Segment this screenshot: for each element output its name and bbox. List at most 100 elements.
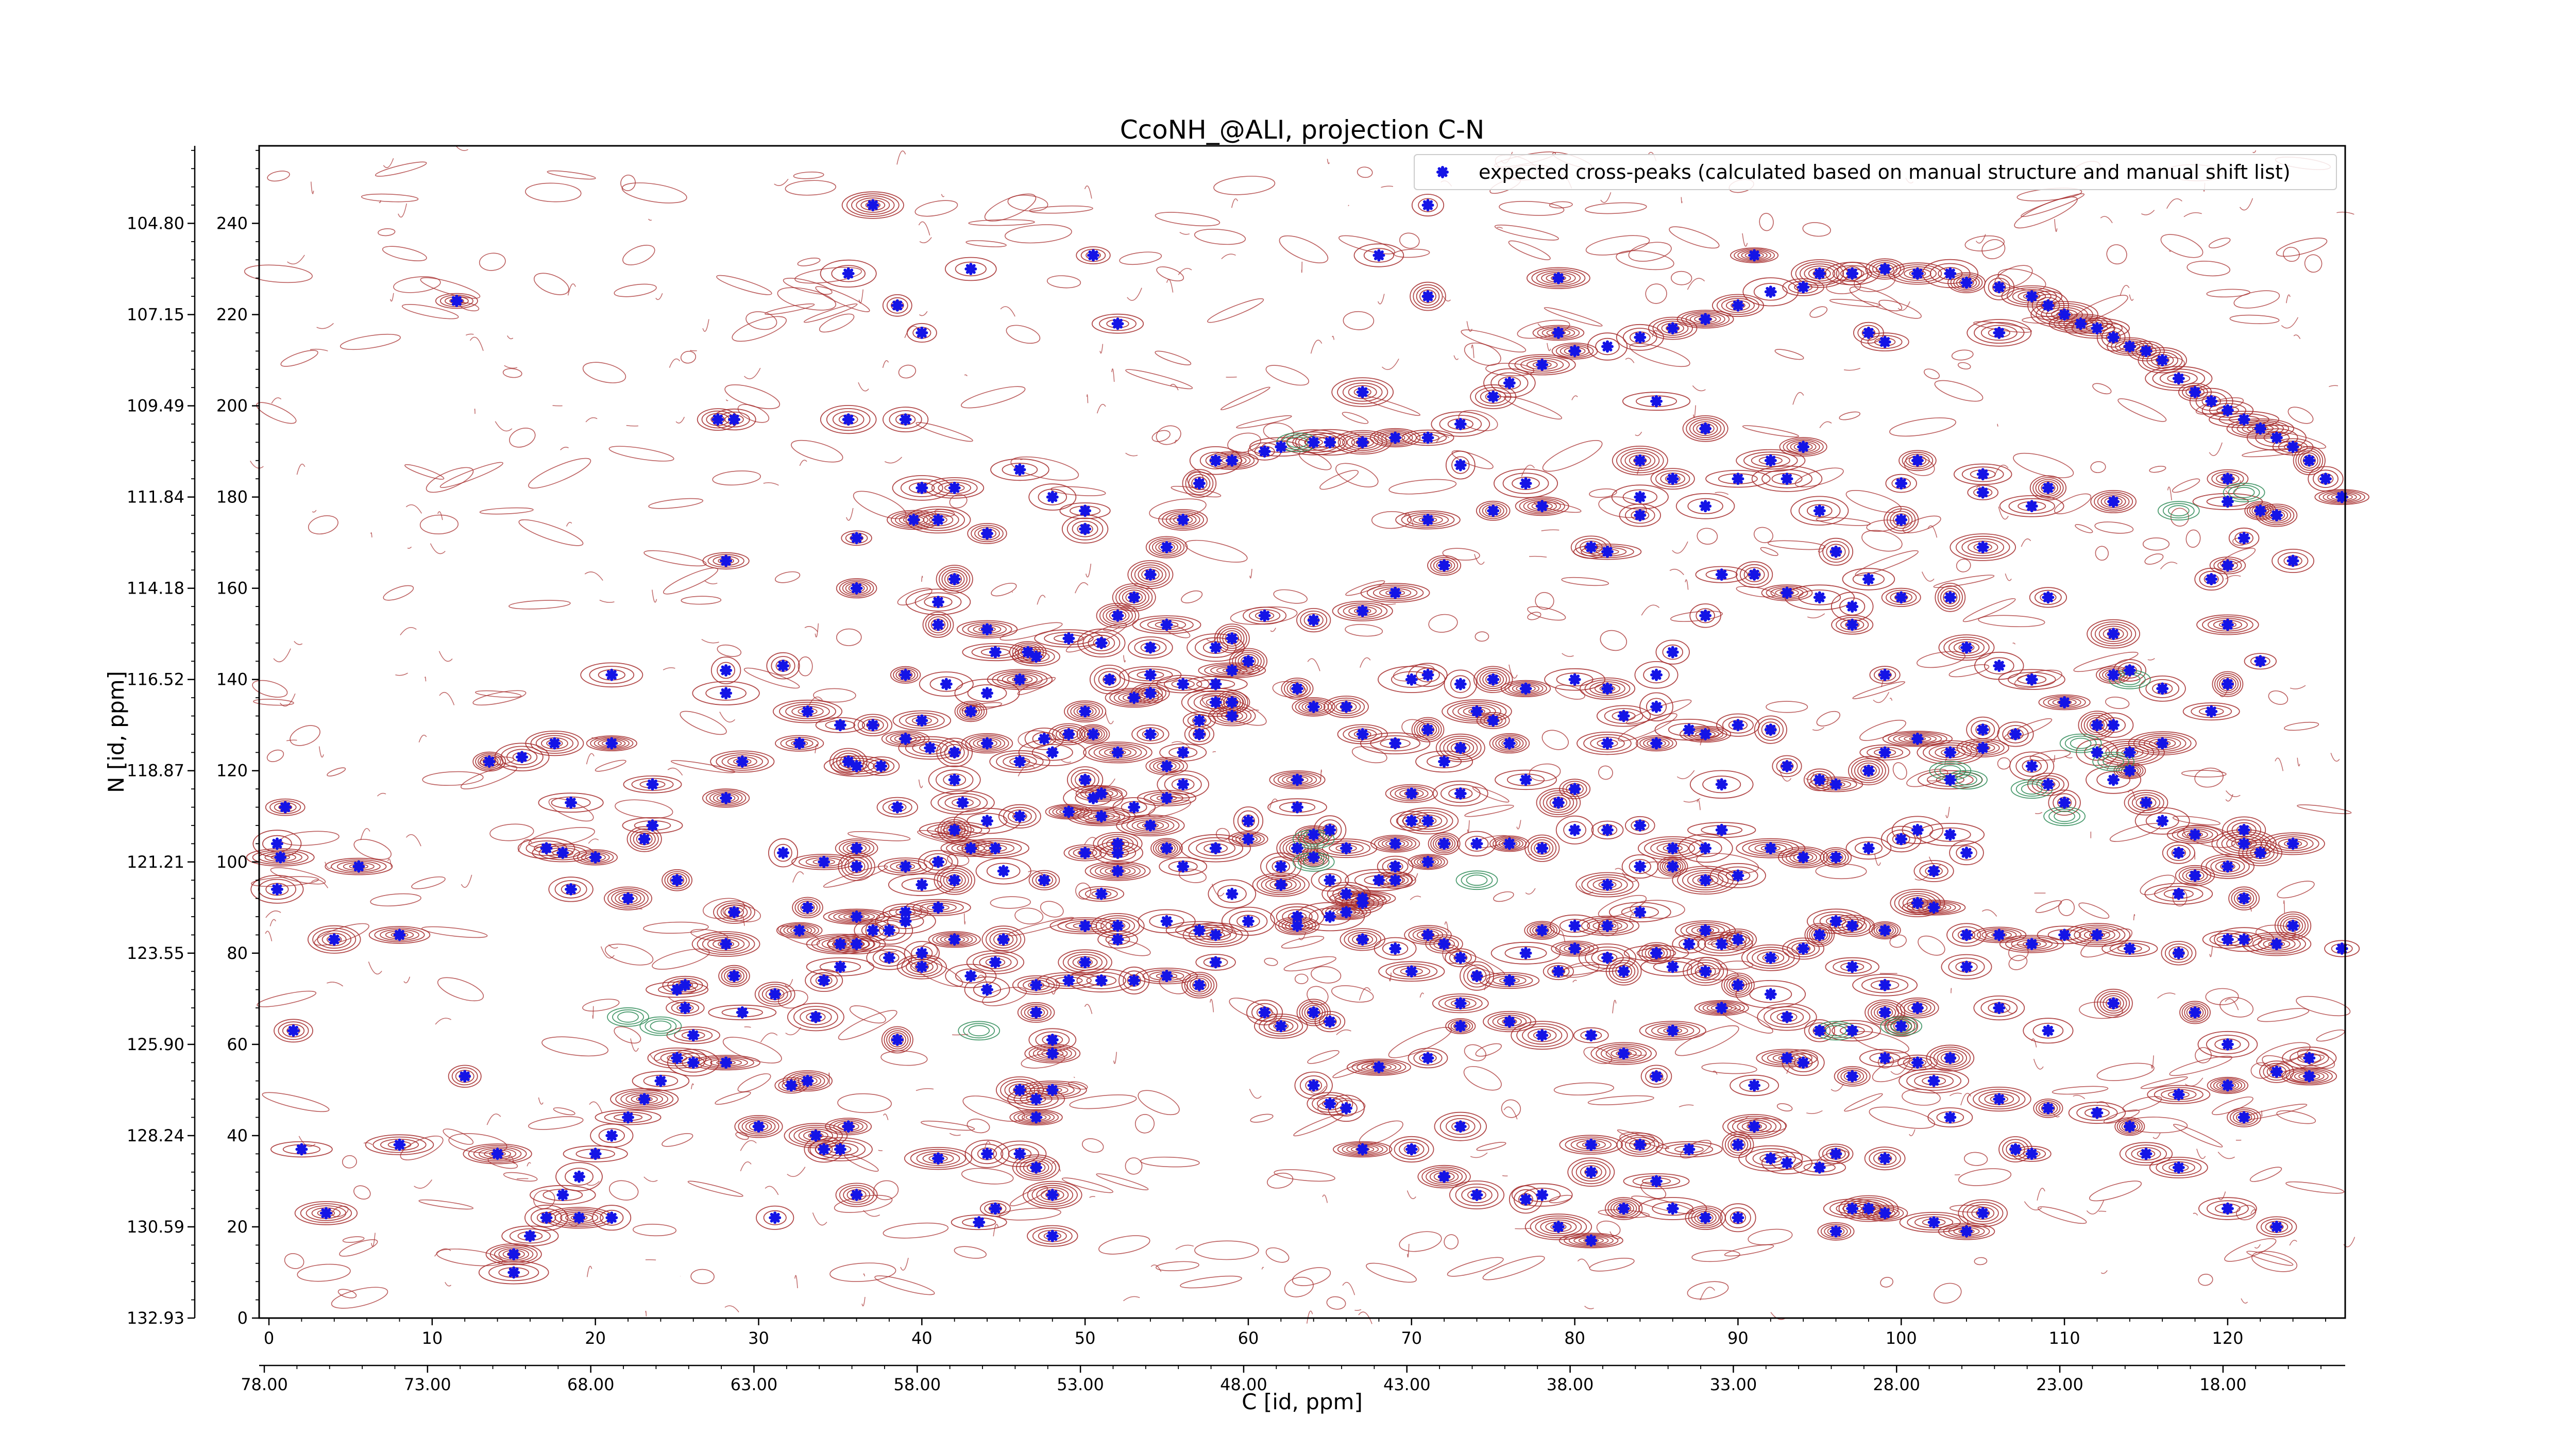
peak-marker <box>1472 839 1482 848</box>
peak-marker <box>2240 839 2249 848</box>
peak-marker <box>1832 547 1841 556</box>
peak-marker <box>1178 515 1188 525</box>
peak-marker <box>2092 1108 2102 1118</box>
y-tick-label: 20 <box>227 1217 248 1237</box>
peak-marker <box>770 990 779 999</box>
ppm-x-tick-label: 53.00 <box>1057 1375 1104 1394</box>
peak-marker <box>526 1231 535 1241</box>
peak-marker <box>1227 889 1236 899</box>
peak-marker <box>1652 1176 1661 1186</box>
x-tick-label: 60 <box>1238 1328 1259 1348</box>
peak-marker <box>1586 1236 1596 1245</box>
ppm-y-tick-label: 128.24 <box>127 1126 184 1145</box>
peak-marker <box>1423 515 1433 525</box>
peak-marker <box>950 875 959 885</box>
peak-marker <box>1407 967 1416 976</box>
peak-marker <box>2158 684 2167 693</box>
peak-marker <box>852 1190 861 1200</box>
peak-marker <box>2158 356 2167 365</box>
peak-marker <box>1097 638 1106 648</box>
peak-marker <box>803 707 812 716</box>
peak-marker <box>1146 643 1155 652</box>
peak-marker <box>2321 474 2330 483</box>
peak-marker <box>1374 251 1383 260</box>
peak-marker <box>934 597 943 606</box>
peak-marker <box>1505 378 1514 387</box>
peak-marker <box>1358 894 1367 903</box>
peak-marker <box>2043 301 2053 310</box>
x-tick-label: 40 <box>911 1328 933 1348</box>
peak-marker <box>1488 506 1498 515</box>
peak-marker <box>1227 666 1236 675</box>
y-axis-label: N [id, ppm] <box>104 671 129 793</box>
peak-marker <box>1864 328 1873 338</box>
ppm-x-tick-label: 78.00 <box>241 1375 288 1394</box>
peak-marker <box>1064 807 1073 816</box>
peak-marker <box>852 912 861 921</box>
peak-marker <box>885 926 894 935</box>
y-tick-label: 40 <box>227 1126 248 1145</box>
peak-marker <box>934 903 943 912</box>
peak-marker <box>2191 830 2200 839</box>
peak-marker <box>730 415 739 424</box>
peak-marker <box>1472 707 1482 716</box>
peak-marker <box>2174 889 2183 899</box>
peak-marker <box>1945 1053 1955 1062</box>
peak-marker <box>2174 1090 2183 1099</box>
peak-marker <box>1652 949 1661 958</box>
peak-marker <box>1603 825 1612 835</box>
peak-marker <box>1652 397 1661 406</box>
peak-marker <box>1537 1190 1547 1200</box>
peak-marker <box>640 835 649 844</box>
peak-marker <box>982 739 992 748</box>
peak-marker <box>1799 1058 1808 1067</box>
peak-marker <box>1554 967 1563 976</box>
peak-marker <box>1456 461 1465 470</box>
peak-marker <box>1505 1017 1514 1026</box>
peak-marker <box>672 985 682 994</box>
peak-marker <box>1537 926 1547 935</box>
peak-marker <box>2207 575 2216 584</box>
peak-marker <box>1097 789 1106 798</box>
peak-marker <box>852 862 861 871</box>
peak-marker <box>1227 634 1236 643</box>
peak-marker <box>1505 839 1514 848</box>
peak-marker <box>1211 698 1221 707</box>
peak-marker <box>607 1213 616 1222</box>
peak-marker <box>1505 739 1514 748</box>
peak-marker <box>2272 433 2281 443</box>
peak-marker <box>1048 493 1057 502</box>
peak-marker <box>721 939 731 949</box>
peak-marker <box>1570 346 1580 356</box>
peak-marker <box>2191 1008 2200 1017</box>
peak-marker <box>591 853 600 862</box>
peak-marker <box>1733 301 1742 310</box>
peak-marker <box>1864 766 1873 775</box>
peak-marker <box>1945 748 1955 757</box>
y-tick-label: 200 <box>216 396 248 416</box>
peak-marker <box>1374 1062 1383 1072</box>
peak-marker <box>1913 825 1922 835</box>
peak-marker <box>2142 346 2151 356</box>
peak-marker <box>1089 730 1098 739</box>
peak-marker <box>982 625 992 634</box>
peak-marker <box>1619 1049 1629 1058</box>
peak-marker <box>1962 962 1971 971</box>
peak-marker <box>1423 857 1433 867</box>
peak-marker <box>2223 935 2232 944</box>
peak-marker <box>1325 912 1334 921</box>
peak-marker <box>934 1154 943 1163</box>
ppm-x-tick-label: 28.00 <box>1873 1375 1920 1394</box>
peak-marker <box>2158 739 2167 748</box>
peak-marker <box>1603 342 1612 351</box>
peak-marker <box>1684 1145 1693 1154</box>
peak-marker <box>982 688 992 698</box>
peak-marker <box>1799 282 1808 292</box>
x-tick-label: 100 <box>1886 1328 1917 1348</box>
peak-marker <box>1015 812 1024 821</box>
peak-marker <box>1832 1227 1841 1236</box>
peak-marker <box>542 1213 551 1222</box>
peak-marker <box>1048 1049 1057 1058</box>
peak-marker <box>395 930 404 939</box>
